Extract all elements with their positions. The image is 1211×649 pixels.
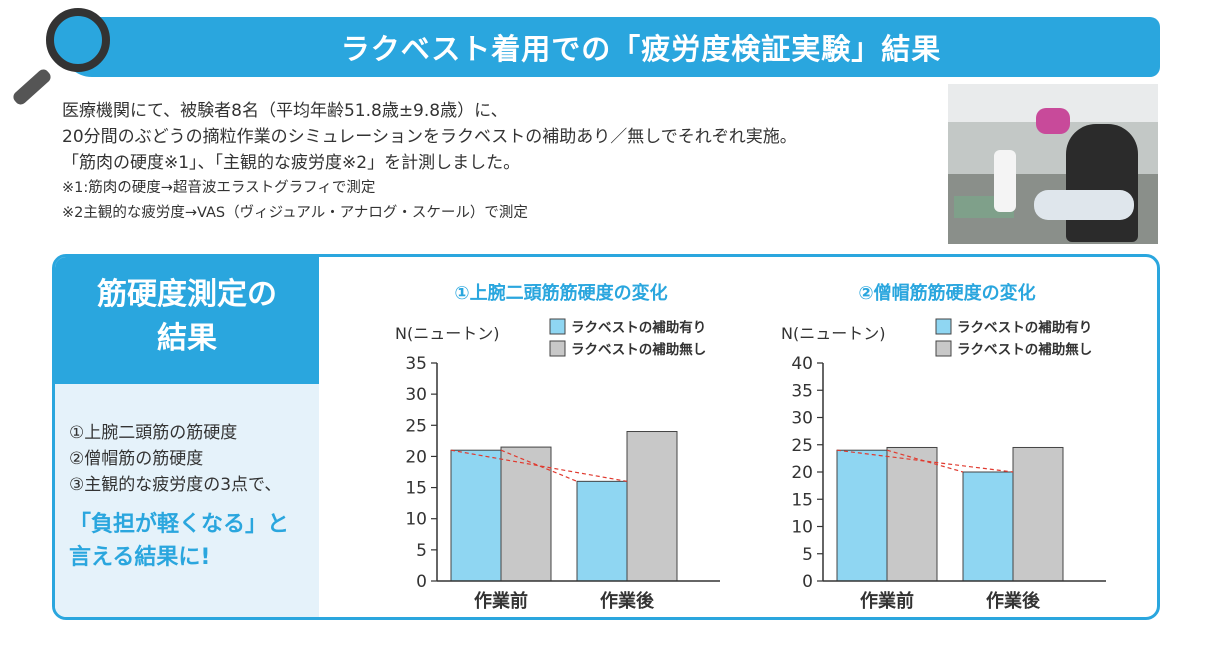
y-tick-label: 35 [791,381,813,401]
y-tick-label: 25 [405,416,427,436]
list-item: ③主観的な疲労度の3点で、 [69,475,282,495]
results-panel: 筋硬度測定の 結果 ①上腕二頭筋の筋硬度 ②僧帽筋の筋硬度 ③主観的な疲労度の3… [52,254,1160,620]
list-item: ②僧帽筋の筋硬度 [69,449,204,469]
legend-label: ラクベストの補助無し [957,341,1092,358]
legend-swatch [935,340,952,357]
bar [836,449,888,582]
x-tick-label: 作業前 [474,590,528,612]
y-tick-label: 20 [405,447,427,467]
x-tick-label: 作業後 [600,590,655,612]
results-heading-line: 結果 [157,321,217,356]
trend-line [836,449,1014,473]
bar [576,480,628,582]
y-tick-label: 0 [802,572,813,592]
conclusion: 「負担が軽くなる」と 言える結果に! [69,508,289,574]
experiment-photo [948,84,1158,244]
y-tick-label: 25 [791,436,813,456]
y-tick-label: 30 [405,385,427,405]
chart-title: ②僧帽筋筋硬度の変化 [858,282,1035,304]
magnifier-icon [46,8,110,72]
bar [500,446,552,582]
y-tick-label: 0 [416,572,427,592]
axis-label-y: N(ニュートン) [781,324,885,343]
intro-line: 「筋肉の硬度※1」、「主観的な疲労度※2」を計測しました。 [62,153,521,173]
y-tick-label: 5 [416,541,427,561]
magnifier-handle [10,67,54,107]
chart-biceps: ①上腕二頭筋筋硬度の変化 N(ニュートン) ラクベストの補助有りラクベストの補助無し… [395,282,720,612]
axis-label-y: N(ニュートン) [395,324,499,343]
chart-title: ①上腕二頭筋筋硬度の変化 [454,282,667,304]
conclusion-line: 言える結果に! [69,545,211,570]
y-tick-label: 40 [791,354,813,374]
conclusion-line: 「負担が軽くなる」と [69,512,290,537]
intro-line: 医療機関にて、被験者8名（平均年齢51.8歳±9.8歳）に、 [62,101,508,121]
x-tick-label: 作業前 [860,590,914,612]
bar [886,446,938,582]
intro-text: 医療機関にて、被験者8名（平均年齢51.8歳±9.8歳）に、 20分間のぶどうの… [62,98,932,226]
bar [450,449,502,582]
results-heading: 筋硬度測定の 結果 [55,257,319,384]
y-tick-label: 30 [791,409,813,429]
page-title: ラクベスト着用での「疲労度検証実験」結果 [340,32,942,66]
legend-swatch [549,340,566,357]
y-tick-label: 15 [791,490,813,510]
results-heading-line: 筋硬度測定の [97,277,277,312]
y-tick-label: 10 [405,510,427,530]
results-summary: ①上腕二頭筋の筋硬度 ②僧帽筋の筋硬度 ③主観的な疲労度の3点で、 「負担が軽く… [55,384,319,617]
y-tick-label: 35 [405,354,427,374]
x-tick-label: 作業後 [986,590,1041,612]
legend-label: ラクベストの補助有り [957,319,1092,336]
trend-line [886,449,964,473]
measurement-list: ①上腕二頭筋の筋硬度 ②僧帽筋の筋硬度 ③主観的な疲労度の3点で、 [69,420,281,498]
footnote: ※1:筋肉の硬度→超音波エラストグラフィで測定 [62,180,376,196]
footnote: ※2主観的な疲労度→VAS（ヴィジュアル・アナログ・スケール）で測定 [62,205,528,221]
legend-swatch [549,318,566,335]
legend-swatch [935,318,952,335]
intro-line: 20分間のぶどうの摘粒作業のシミュレーションをラクベストの補助あり／無しでそれぞ… [62,127,797,147]
trend-line [450,449,628,482]
legend-label: ラクベストの補助無し [571,341,706,358]
title-banner: ラクベスト着用での「疲労度検証実験」結果 [62,17,1160,77]
legend-label: ラクベストの補助有り [571,319,706,336]
y-tick-label: 20 [791,463,813,483]
bar [1012,446,1064,582]
y-tick-label: 15 [405,479,427,499]
y-tick-label: 5 [802,545,813,565]
bar [962,471,1014,582]
y-tick-label: 10 [791,518,813,538]
list-item: ①上腕二頭筋の筋硬度 [69,423,238,443]
bar [626,431,678,582]
